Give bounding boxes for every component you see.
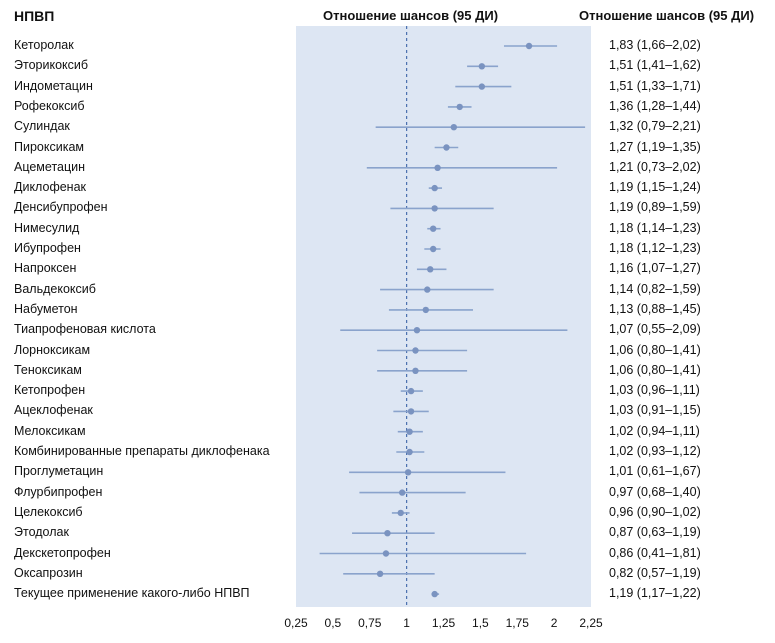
drug-label: Рофекоксиб — [14, 98, 85, 113]
odds-ratio-text: 0,82 (0,57–1,19) — [609, 565, 701, 580]
odds-ratio-text: 1,03 (0,96–1,11) — [609, 383, 700, 398]
drug-label: Нимесулид — [14, 220, 80, 235]
column-header-drug: НПВП — [14, 8, 55, 24]
point-estimate — [450, 124, 458, 131]
point-estimate — [431, 590, 438, 598]
point-estimate — [407, 408, 415, 415]
odds-ratio-text: 1,14 (0,82–1,59) — [609, 281, 701, 296]
odds-ratio-text: 0,97 (0,68–1,40) — [609, 484, 701, 499]
odds-ratio-text: 1,18 (1,12–1,23) — [609, 241, 701, 255]
odds-ratio-text: 1,01 (0,61–1,67) — [609, 464, 701, 479]
drug-label: Теноксикам — [14, 362, 82, 377]
x-tick-label: 1,75 — [505, 616, 529, 630]
odds-ratio-text: 1,13 (0,88–1,45) — [609, 301, 701, 316]
x-tick-label: 2 — [550, 616, 558, 630]
drug-label: Целекоксиб — [14, 504, 83, 519]
x-tick-label: 0,5 — [324, 616, 342, 630]
column-header-plot: Отношение шансов (95 ДИ) — [323, 8, 499, 23]
drug-label: Декскетопрофен — [14, 545, 111, 560]
drug-label: Диклофенак — [14, 180, 87, 195]
odds-ratio-text: 1,06 (0,80–1,41) — [609, 362, 701, 377]
point-estimate — [384, 530, 391, 537]
x-tick-label: 0,75 — [358, 616, 382, 630]
drug-label: Кетопрофен — [14, 383, 86, 398]
point-estimate — [424, 286, 431, 293]
point-estimate — [456, 103, 463, 111]
odds-ratio-text: 0,87 (0,63–1,19) — [609, 525, 701, 540]
point-estimate — [427, 266, 434, 273]
odds-ratio-text: 1,02 (0,93–1,12) — [609, 444, 701, 458]
drug-label: Напроксен — [14, 261, 77, 276]
odds-ratio-text: 1,21 (0,73–2,02) — [609, 159, 701, 174]
drug-label: Мелоксикам — [14, 423, 86, 438]
drug-label: Пироксикам — [14, 139, 85, 154]
point-estimate — [399, 489, 406, 496]
drug-label: Текущее применение какого-либо НПВП — [14, 586, 250, 601]
point-estimate — [434, 164, 441, 171]
point-estimate — [525, 42, 533, 50]
point-estimate — [413, 327, 421, 334]
point-estimate — [422, 306, 429, 314]
drug-label: Денсибупрофен — [14, 200, 108, 215]
drug-label: Лорноксикам — [14, 342, 91, 357]
odds-ratio-text: 1,32 (0,79–2,21) — [609, 119, 701, 134]
point-estimate — [429, 245, 437, 253]
drug-label: Комбинированные препараты диклофенака — [14, 444, 270, 458]
odds-ratio-text: 1,51 (1,33–1,71) — [609, 78, 701, 93]
odds-ratio-text: 1,19 (0,89–1,59) — [609, 200, 701, 215]
odds-ratio-text: 1,36 (1,28–1,44) — [609, 98, 701, 113]
point-estimate — [406, 448, 413, 456]
x-tick-label: 2,25 — [579, 616, 603, 630]
odds-ratio-text: 1,03 (0,91–1,15) — [609, 403, 701, 418]
point-estimate — [397, 509, 404, 517]
odds-ratio-text: 1,06 (0,80–1,41) — [609, 342, 701, 357]
drug-label: Этодолак — [14, 525, 69, 540]
drug-label: Ибупрофен — [14, 241, 81, 255]
odds-ratio-text: 1,16 (1,07–1,27) — [609, 261, 701, 276]
odds-ratio-text: 1,19 (1,17–1,22) — [609, 586, 701, 601]
x-tick-label: 1 — [403, 616, 410, 630]
odds-ratio-text: 1,19 (1,15–1,24) — [609, 180, 701, 195]
point-estimate — [431, 184, 438, 192]
point-estimate — [429, 225, 437, 232]
drug-label: Эторикоксиб — [14, 58, 89, 73]
point-estimate — [431, 205, 438, 212]
point-estimate — [412, 347, 419, 354]
point-estimate — [478, 83, 486, 90]
drug-label: Флурбипрофен — [14, 484, 103, 499]
odds-ratio-text: 1,83 (1,66–2,02) — [609, 38, 701, 52]
drug-label: Ацеметацин — [14, 159, 86, 174]
drug-label: Вальдекоксиб — [14, 281, 96, 296]
drug-label: Проглуметацин — [14, 464, 104, 479]
point-estimate — [382, 550, 390, 557]
odds-ratio-text: 1,02 (0,94–1,11) — [609, 423, 700, 438]
odds-ratio-text: 1,27 (1,19–1,35) — [609, 139, 701, 154]
drug-label: Кеторолак — [14, 38, 74, 52]
x-tick-label: 1,25 — [431, 616, 456, 630]
odds-ratio-text: 1,51 (1,41–1,62) — [609, 58, 701, 73]
point-estimate — [478, 63, 486, 70]
plot-panel — [296, 26, 591, 607]
point-estimate — [406, 428, 413, 435]
point-estimate — [376, 570, 384, 577]
point-estimate — [443, 144, 450, 151]
column-header-ci: Отношение шансов (95 ДИ) — [579, 8, 755, 23]
odds-ratio-text: 1,07 (0,55–2,09) — [609, 322, 701, 337]
drug-label: Ацеклофенак — [14, 403, 93, 418]
point-estimate — [407, 387, 415, 395]
drug-label: Тиапрофеновая кислота — [14, 322, 156, 337]
odds-ratio-text: 0,86 (0,41–1,81) — [609, 545, 701, 560]
odds-ratio-text: 0,96 (0,90–1,02) — [609, 504, 701, 519]
drug-label: Набуметон — [14, 301, 78, 316]
x-tick-label: 1,5 — [472, 616, 489, 630]
odds-ratio-text: 1,18 (1,14–1,23) — [609, 220, 701, 235]
x-tick-label: 0,25 — [284, 616, 308, 630]
drug-label: Оксапрозин — [14, 565, 83, 580]
point-estimate — [404, 469, 412, 476]
drug-label: Индометацин — [14, 78, 93, 93]
point-estimate — [412, 367, 419, 374]
drug-label: Сулиндак — [14, 119, 70, 134]
